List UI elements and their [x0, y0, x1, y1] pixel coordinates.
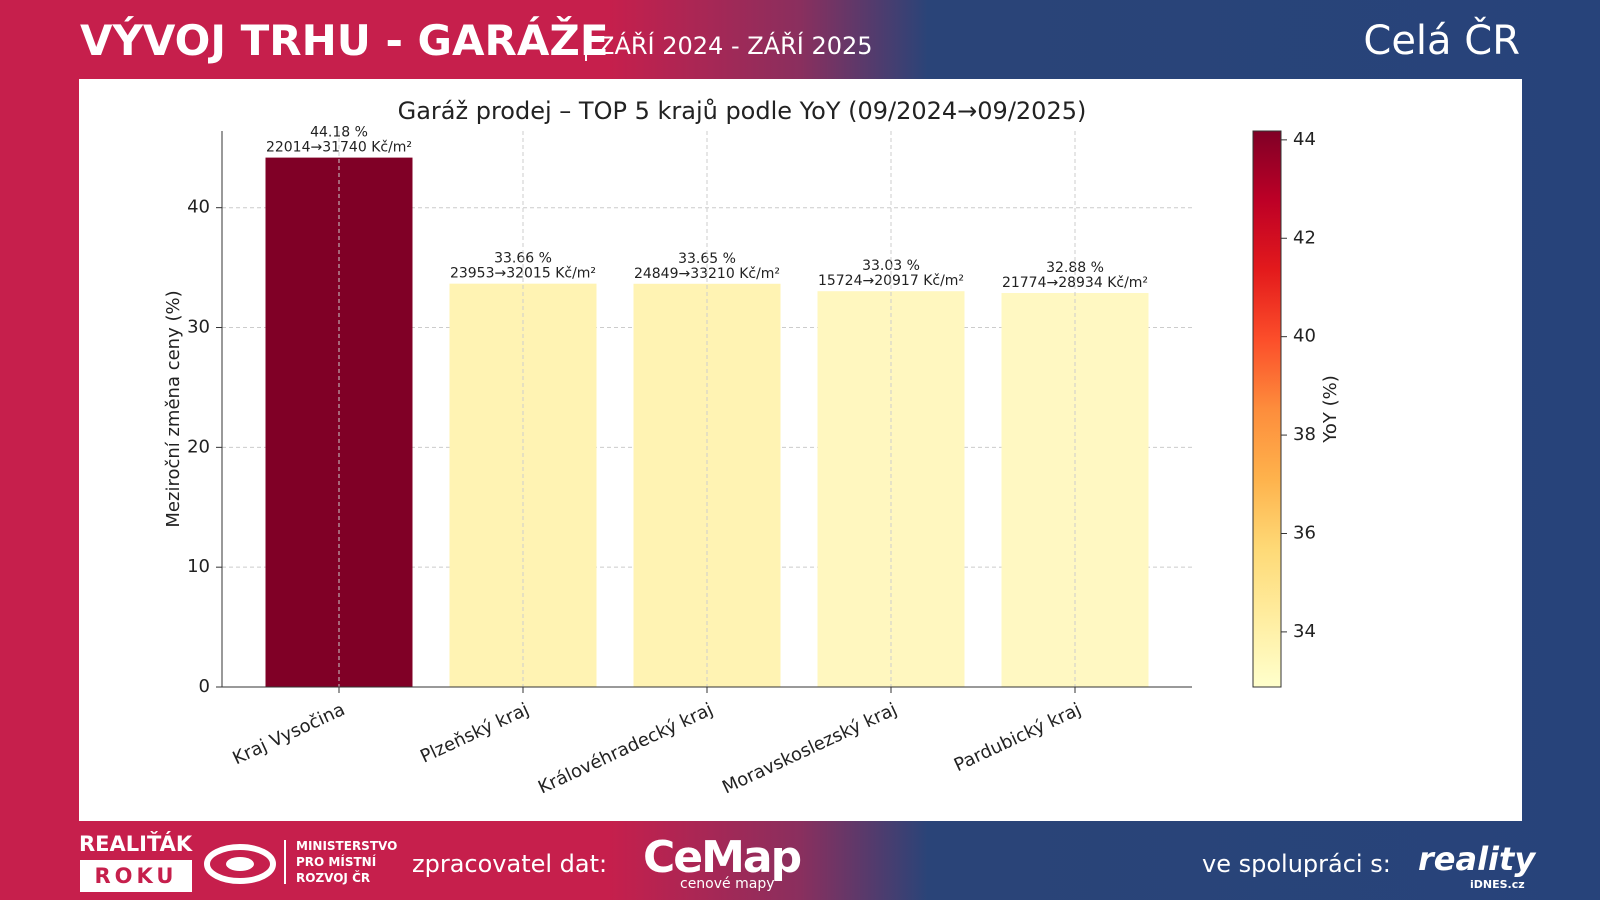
y-tick-label: 0: [199, 676, 210, 697]
x-tick-label: Kraj Vysočina: [230, 699, 349, 769]
x-tick-label: Plzeňský kraj: [417, 699, 532, 768]
colorbar-tick-label: 40: [1293, 326, 1316, 347]
cemap-logo: CeMap: [643, 832, 802, 883]
cemap-sub: cenové mapy: [680, 876, 775, 892]
y-tick-label: 30: [187, 317, 210, 338]
colorbar: [1252, 130, 1282, 688]
colorbar-tick-label: 38: [1293, 424, 1316, 445]
value-label: 32.88 %: [1046, 260, 1104, 276]
ministry-line: MINISTERSTVO: [296, 839, 398, 853]
colorbar-tick-label: 42: [1293, 227, 1316, 248]
award-top: REALIŤÁK: [79, 832, 193, 856]
award-bottom: ROKU: [80, 860, 192, 892]
ministry-logo: [204, 844, 276, 884]
ministry-line: ROZVOJ ČR: [296, 871, 371, 885]
chart-panel: Garáž prodej – TOP 5 krajů podle YoY (09…: [79, 79, 1522, 821]
colorbar-tick-label: 34: [1293, 621, 1316, 642]
x-tick-label: Pardubický kraj: [951, 699, 1084, 776]
y-tick-label: 40: [187, 197, 210, 218]
y-axis-label: Meziroční změna ceny (%): [163, 290, 184, 527]
page-subtitle: ZÁŘÍ 2024 - ZÁŘÍ 2025: [598, 32, 873, 60]
processor-label: zpracovatel dat:: [412, 850, 608, 878]
colorbar-tick-label: 36: [1293, 522, 1316, 543]
separator: [284, 840, 286, 884]
partner-logo: reality: [1418, 840, 1536, 878]
partner-sub: iDNES.cz: [1470, 878, 1525, 891]
y-tick-label: 20: [187, 436, 210, 457]
page-title: VÝVOJ TRHU - GARÁŽE: [80, 16, 609, 65]
chart-title: Garáž prodej – TOP 5 krajů podle YoY (09…: [398, 97, 1087, 125]
colorbar-tick-label: 44: [1293, 129, 1316, 150]
separator: [585, 33, 587, 61]
chart: Garáž prodej – TOP 5 krajů podle YoY (09…: [163, 97, 1341, 798]
price-label: 21774→28934 Kč/m²: [1002, 275, 1148, 291]
region: Celá ČR: [1363, 18, 1520, 64]
partner-label: ve spolupráci s:: [1202, 850, 1391, 878]
x-tick-label: Královéhradecký kraj: [535, 699, 716, 798]
ministry: MINISTERSTVO PRO MÍSTNÍ ROZVOJ ČR: [296, 838, 397, 886]
colorbar-label: YoY (%): [1320, 375, 1341, 443]
y-tick-label: 10: [187, 556, 210, 577]
x-tick-label: Moravskoslezský kraj: [719, 699, 900, 798]
ministry-line: PRO MÍSTNÍ: [296, 855, 377, 869]
